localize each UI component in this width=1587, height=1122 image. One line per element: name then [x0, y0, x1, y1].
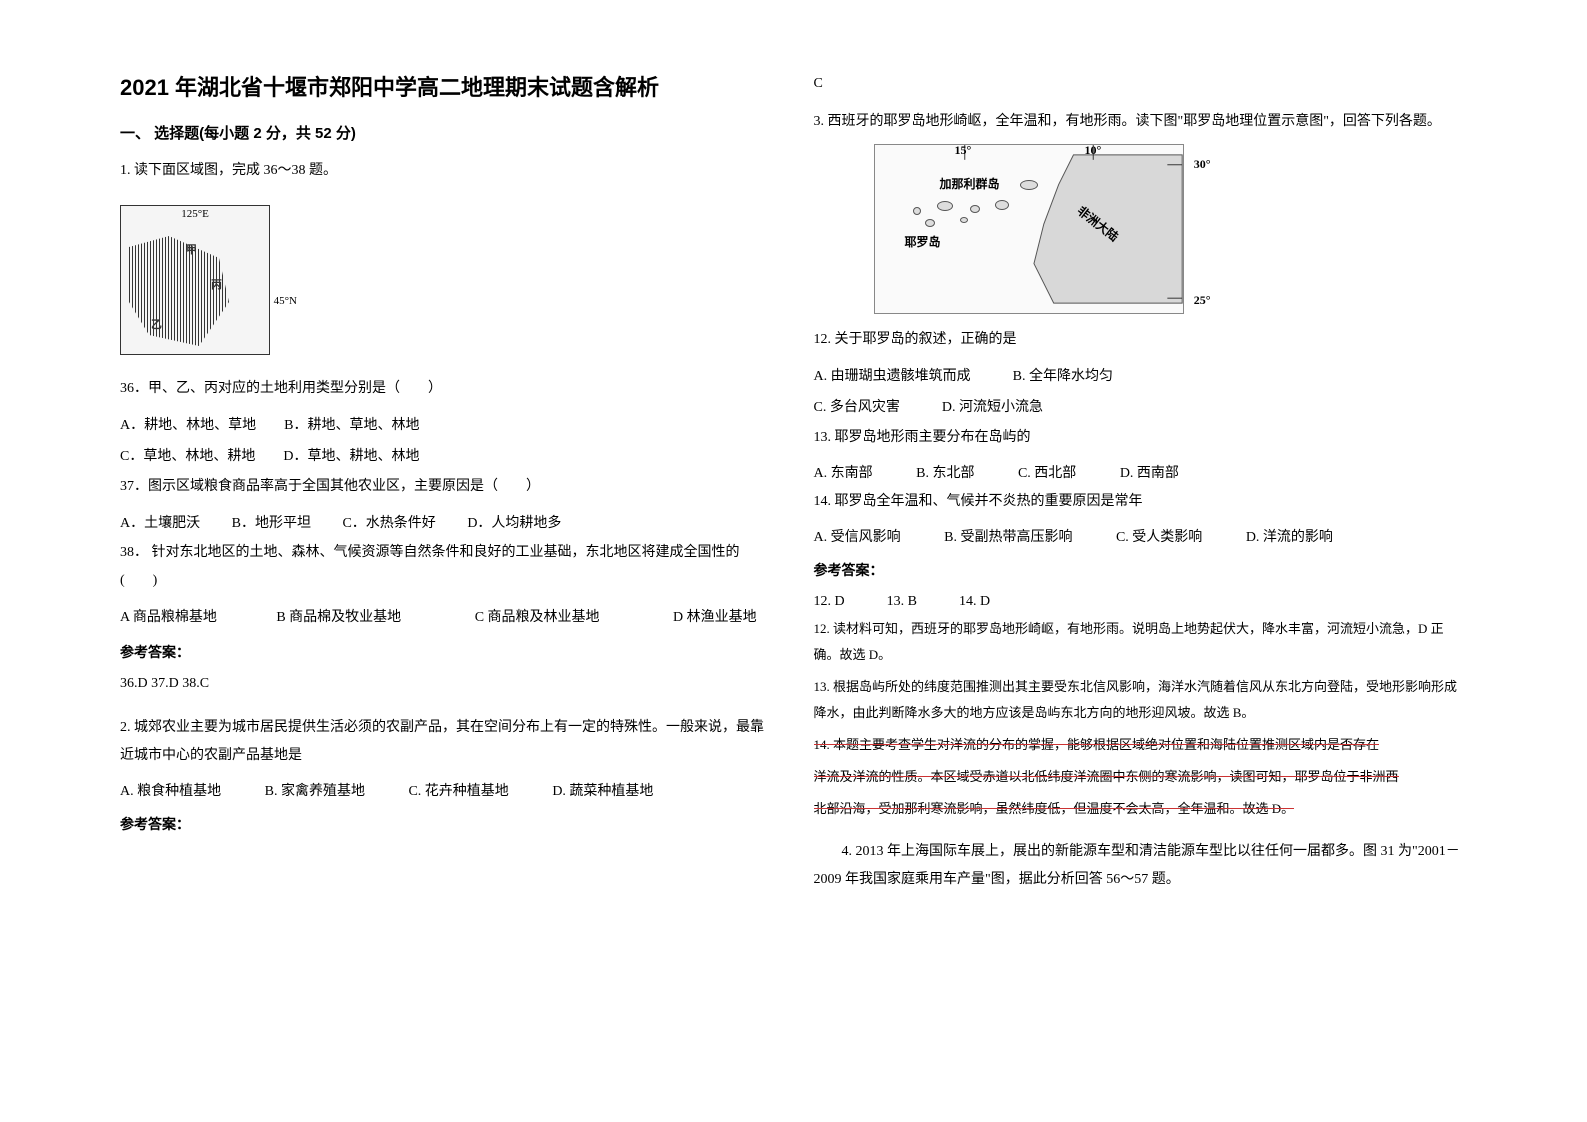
exp-12: 12. 读材料可知，西班牙的耶罗岛地形崎岖，有地形雨。说明岛上地势起伏大，降水丰… — [814, 616, 1468, 668]
island-7 — [960, 217, 968, 223]
q37-optB: B．地形平坦 — [232, 516, 311, 531]
q13-optA: A. 东南部 — [814, 466, 873, 481]
q38-optD: D 林渔业基地 — [673, 610, 757, 625]
q2-optB: B. 家禽养殖基地 — [265, 784, 365, 799]
deg-30: 30° — [1194, 157, 1211, 172]
exp-13: 13. 根据岛屿所处的纬度范围推测出其主要受东北信风影响，海洋水汽随着信风从东北… — [814, 674, 1468, 726]
q37-text: 37．图示区域粮食商品率高于全国其他农业区，主要原因是（ ） — [120, 473, 774, 501]
q14-options: A. 受信风影响 B. 受副热带高压影响 C. 受人类影响 D. 洋流的影响 — [814, 524, 1468, 552]
q3-stem: 3. 西班牙的耶罗岛地形崎岖，全年温和，有地形雨。读下图"耶罗岛地理位置示意图"… — [814, 108, 1468, 136]
q38-text: 38． 针对东北地区的土地、森林、气候资源等自然条件和良好的工业基础，东北地区将… — [120, 539, 774, 595]
q37-options: A．土壤肥沃 B．地形平坦 C．水热条件好 D．人均耕地多 — [120, 509, 774, 540]
q36-text: 36．甲、乙、丙对应的土地利用类型分别是（ ） — [120, 375, 774, 403]
q3-answer-line: 12. D 13. B 14. D — [814, 588, 1468, 616]
island-3 — [970, 205, 980, 213]
island-1 — [1020, 180, 1038, 190]
q13-optD: D. 西南部 — [1120, 466, 1179, 481]
left-column: 2021 年湖北省十堰市郑阳中学高二地理期末试题含解析 一、 选择题(每小题 2… — [100, 70, 794, 1092]
right-column: C 3. 西班牙的耶罗岛地形崎岖，全年温和，有地形雨。读下图"耶罗岛地理位置示意… — [794, 70, 1488, 1092]
q13-optC: C. 西北部 — [1018, 466, 1076, 481]
map-lon-label: 125°E — [181, 208, 209, 220]
island-5 — [913, 207, 921, 215]
q14-optD: D. 洋流的影响 — [1246, 530, 1333, 545]
canary-label: 加那利群岛 — [940, 175, 1000, 192]
q38-options: A 商品粮棉基地 B 商品棉及牧业基地 C 商品粮及林业基地 D 林渔业基地 — [120, 603, 774, 634]
map-marker-bing: 丙 — [211, 276, 222, 292]
q37-optC: C．水热条件好 — [342, 516, 435, 531]
exp-14a: 14. 本题主要考查学生对洋流的分布的掌握，能够根据区域绝对位置和海陆位置推测区… — [814, 732, 1468, 758]
exp-14b: 洋流及洋流的性质。本区域受赤道以北低纬度洋流圈中东侧的寒流影响，读图可知，耶罗岛… — [814, 764, 1468, 790]
q1-answer-label: 参考答案： — [120, 642, 774, 662]
deg-25: 25° — [1194, 293, 1211, 308]
hierro-label: 耶罗岛 — [905, 233, 941, 250]
question-1-block: 1. 读下面区域图，完成 36～38 题。 125°E 甲 乙 丙 45°N 3… — [120, 157, 774, 698]
q12-optB: B. 全年降水均匀 — [1013, 369, 1113, 384]
q2-stem: 2. 城郊农业主要为城市居民提供生活必须的农副产品，其在空间分布上有一定的特殊性… — [120, 714, 774, 770]
q14-optA: A. 受信风影响 — [814, 530, 901, 545]
island-4 — [937, 201, 953, 211]
q36-optD: D．草地、耕地、林地 — [283, 449, 419, 464]
hierro-map: 15° 10° 30° 25° 加那利群岛 耶罗岛 非洲大陆 — [874, 144, 1184, 314]
q2-optD: D. 蔬菜种植基地 — [552, 784, 653, 799]
deg-10: 10° — [1085, 143, 1102, 158]
question-3-block: 3. 西班牙的耶罗岛地形崎岖，全年温和，有地形雨。读下图"耶罗岛地理位置示意图"… — [814, 108, 1468, 822]
q1-stem: 1. 读下面区域图，完成 36～38 题。 — [120, 157, 774, 185]
q1-answer: 36.D 37.D 38.C — [120, 670, 774, 698]
q3-answer-label: 参考答案： — [814, 560, 1468, 580]
q36-optB: B．耕地、草地、林地 — [284, 418, 419, 433]
q2-answer: C — [814, 70, 1468, 98]
island-6 — [925, 219, 935, 227]
q38-optC: C 商品粮及林业基地 — [475, 610, 600, 625]
map-marker-yi: 乙 — [151, 316, 162, 332]
exp-14c: 北部沿海，受加那利寒流影响，虽然纬度低，但温度不会太高，全年温和。故选 D。 — [814, 796, 1468, 822]
q13-options: A. 东南部 B. 东北部 C. 西北部 D. 西南部 — [814, 460, 1468, 488]
q13-optB: B. 东北部 — [916, 466, 974, 481]
deg-15: 15° — [955, 143, 972, 158]
q14-optB: B. 受副热带高压影响 — [944, 530, 1072, 545]
map-marker-jia: 甲 — [186, 241, 197, 257]
section-header: 一、 选择题(每小题 2 分，共 52 分) — [120, 122, 774, 143]
q12-text: 12. 关于耶罗岛的叙述，正确的是 — [814, 326, 1468, 354]
q14-text: 14. 耶罗岛全年温和、气候并不炎热的重要原因是常年 — [814, 488, 1468, 516]
q12-options: A. 由珊瑚虫遗骸堆筑而成 B. 全年降水均匀 C. 多台风灾害 D. 河流短小… — [814, 362, 1468, 424]
q2-optC: C. 花卉种植基地 — [408, 784, 508, 799]
q36-options: A．耕地、林地、草地 B．耕地、草地、林地 C．草地、林地、耕地 D．草地、耕地… — [120, 411, 774, 473]
coast-svg — [875, 145, 1183, 313]
question-4-block: 4. 2013 年上海国际车展上，展出的新能源车型和清洁能源车型比以往任何一届都… — [814, 838, 1468, 894]
map-lat-label: 45°N — [274, 295, 297, 307]
q4-stem: 4. 2013 年上海国际车展上，展出的新能源车型和清洁能源车型比以往任何一届都… — [814, 838, 1468, 894]
question-2-block: 2. 城郊农业主要为城市居民提供生活必须的农副产品，其在空间分布上有一定的特殊性… — [120, 714, 774, 834]
q14-optC: C. 受人类影响 — [1116, 530, 1202, 545]
q38-optB: B 商品棉及牧业基地 — [276, 610, 401, 625]
region-map: 125°E 甲 乙 丙 45°N — [120, 205, 270, 355]
q12-optC: C. 多台风灾害 — [814, 400, 900, 415]
exam-title: 2021 年湖北省十堰市郑阳中学高二地理期末试题含解析 — [120, 70, 774, 102]
island-2 — [995, 200, 1009, 210]
q2-options: A. 粮食种植基地 B. 家禽养殖基地 C. 花卉种植基地 D. 蔬菜种植基地 — [120, 778, 774, 806]
q2-optA: A. 粮食种植基地 — [120, 784, 221, 799]
q12-optA: A. 由珊瑚虫遗骸堆筑而成 — [814, 369, 971, 384]
q36-optA: A．耕地、林地、草地 — [120, 418, 256, 433]
q12-optD: D. 河流短小流急 — [942, 400, 1043, 415]
q36-optC: C．草地、林地、耕地 — [120, 449, 255, 464]
q37-optD: D．人均耕地多 — [467, 516, 561, 531]
q2-answer-label: 参考答案： — [120, 814, 774, 834]
q13-text: 13. 耶罗岛地形雨主要分布在岛屿的 — [814, 424, 1468, 452]
q37-optA: A．土壤肥沃 — [120, 516, 200, 531]
q38-optA: A 商品粮棉基地 — [120, 610, 217, 625]
